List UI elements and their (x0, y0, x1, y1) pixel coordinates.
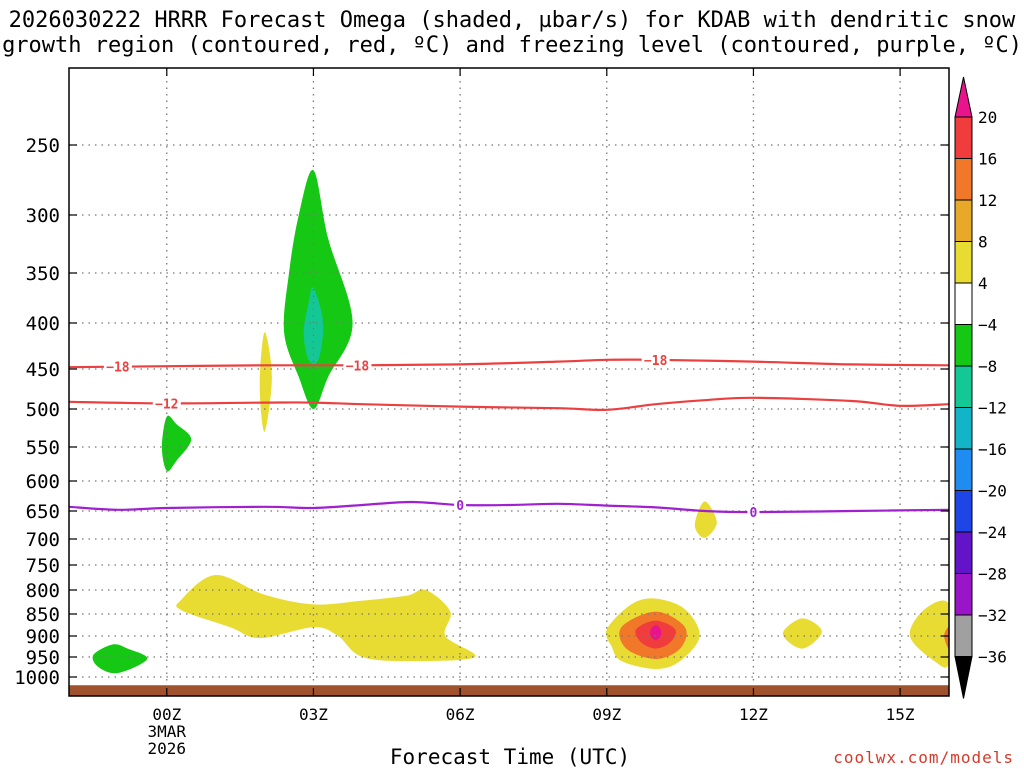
colorbar-label-6: −8 (978, 357, 997, 376)
x-tick-sublabel-2026: 2026 (148, 739, 187, 758)
contour-label-0-0: 0 (456, 499, 464, 514)
colorbar-segment-5 (954, 282, 973, 325)
contour-label--12-0: −12 (155, 397, 178, 412)
y-tick-label-650: 650 (26, 501, 60, 523)
colorbar-label-7: −12 (978, 399, 1007, 418)
y-tick-label-400: 400 (26, 313, 60, 335)
colorbar-label-9: −20 (978, 482, 1007, 501)
y-tick-label-350: 350 (26, 263, 60, 285)
colorbar-segment-4 (954, 241, 973, 284)
omega-area-green-960mb-1z (92, 644, 148, 674)
axis-ticks: 2503003504004505005506006507007508008509… (14, 68, 949, 758)
y-tick-label-600: 600 (26, 471, 60, 493)
colorbar-top-arrow (954, 76, 973, 118)
grid-lines (69, 68, 949, 696)
colorbar-label-0: 20 (978, 108, 997, 127)
x-tick-label-00Z: 00Z (152, 705, 181, 724)
omega-area-yellow-890mb-13z (782, 618, 822, 649)
y-tick-label-450: 450 (26, 359, 60, 381)
y-tick-label-500: 500 (26, 399, 60, 421)
x-tick-label-15Z: 15Z (886, 705, 915, 724)
chart-title-line-1: 2026030222 HRRR Forecast Omega (shaded, … (8, 8, 1016, 33)
contour-line--18 (68, 358, 950, 369)
colorbar-label-2: 12 (978, 191, 997, 210)
y-tick-label-800: 800 (26, 580, 60, 602)
colorbar-label-1: 16 (978, 150, 997, 169)
contour-label-bg-0-0 (454, 498, 467, 512)
omega-area-yellow-480mb-2z (259, 332, 272, 432)
contour-label-0-1: 0 (750, 506, 758, 521)
contour-line-0 (68, 500, 950, 514)
colorbar-segment-13 (954, 614, 973, 657)
omega-shading (92, 169, 949, 674)
y-tick-label-1000: 1000 (14, 667, 60, 689)
x-tick-label-06Z: 06Z (446, 705, 475, 724)
colorbar-label-8: −16 (978, 440, 1007, 459)
contour-label-bg--18-1 (343, 358, 372, 373)
colorbar-label-11: −28 (978, 565, 1007, 584)
contour-label-bg--12-0 (152, 396, 181, 411)
colorbar-label-5: −4 (978, 316, 997, 335)
colorbar-segment-6 (954, 324, 973, 367)
colorbar-segment-2 (954, 158, 973, 201)
colorbar-segment-11 (954, 531, 973, 574)
omega-area-magenta-880mb-10z (650, 625, 662, 641)
omega-area-yellow-850mb-band (176, 574, 476, 662)
contour-lines: −18 −18 −18 −12 0 0 (68, 352, 950, 521)
contour-label-bg--18-2 (641, 352, 670, 367)
omega-area-orange-900mb-16z (944, 626, 949, 649)
colorbar-bottom-arrow (954, 656, 973, 699)
chart-title-line-2: growth region (contoured, red, ºC) and f… (2, 33, 1022, 58)
y-tick-label-900: 900 (26, 626, 60, 648)
contour-label-bg--18-0 (103, 359, 132, 374)
y-tick-label-300: 300 (26, 205, 60, 227)
contour-label--18-1: −18 (346, 359, 370, 374)
colorbar-label-10: −24 (978, 523, 1007, 542)
colorbar-segment-7 (954, 365, 973, 408)
x-tick-sublabel-3MAR: 3MAR (148, 722, 187, 741)
contour-label--18-0: −18 (106, 361, 130, 376)
x-tick-label-09Z: 09Z (592, 705, 621, 724)
colorbar-segment-3 (954, 199, 973, 242)
omega-area-yellow-680mb-11z (694, 501, 717, 538)
ground-layer (69, 685, 949, 696)
colorbar: 20 16 12 8 4 −4 −8 −12 −16 −20 −24 −28 −32 −36 (954, 76, 1007, 699)
colorbar-segment-1 (954, 116, 973, 159)
colorbar-label-13: −36 (978, 648, 1007, 667)
colorbar-segment-9 (954, 448, 973, 491)
contour-line--12 (68, 396, 950, 412)
omega-area-green-400mb-3z (283, 169, 353, 409)
omega-area-green-520mb-0z (161, 415, 192, 472)
y-tick-label-750: 750 (26, 555, 60, 577)
y-tick-label-250: 250 (26, 135, 60, 157)
y-tick-label-550: 550 (26, 437, 60, 459)
y-tick-label-700: 700 (26, 529, 60, 551)
x-tick-label-12Z: 12Z (739, 705, 768, 724)
colorbar-label-3: 8 (978, 233, 988, 252)
colorbar-segment-10 (954, 490, 973, 533)
y-tick-label-950: 950 (26, 647, 60, 669)
plot-frame (68, 67, 950, 697)
contour-label-bg-0-1 (747, 505, 760, 520)
omega-area-teal-400mb-3z (303, 287, 324, 364)
colorbar-label-4: 4 (978, 274, 988, 293)
credit-text: coolwx.com/models (833, 748, 1014, 767)
ground-bar (69, 685, 949, 696)
contour-label--18-2: −18 (644, 354, 668, 369)
colorbar-segment-12 (954, 573, 973, 616)
colorbar-segment-8 (954, 407, 973, 450)
colorbar-label-12: −32 (978, 606, 1007, 625)
omega-area-yellow-900mb-16z (909, 600, 949, 668)
x-axis-title: Forecast Time (UTC) (389, 745, 631, 769)
y-tick-label-850: 850 (26, 604, 60, 626)
x-tick-label-03Z: 03Z (299, 705, 328, 724)
